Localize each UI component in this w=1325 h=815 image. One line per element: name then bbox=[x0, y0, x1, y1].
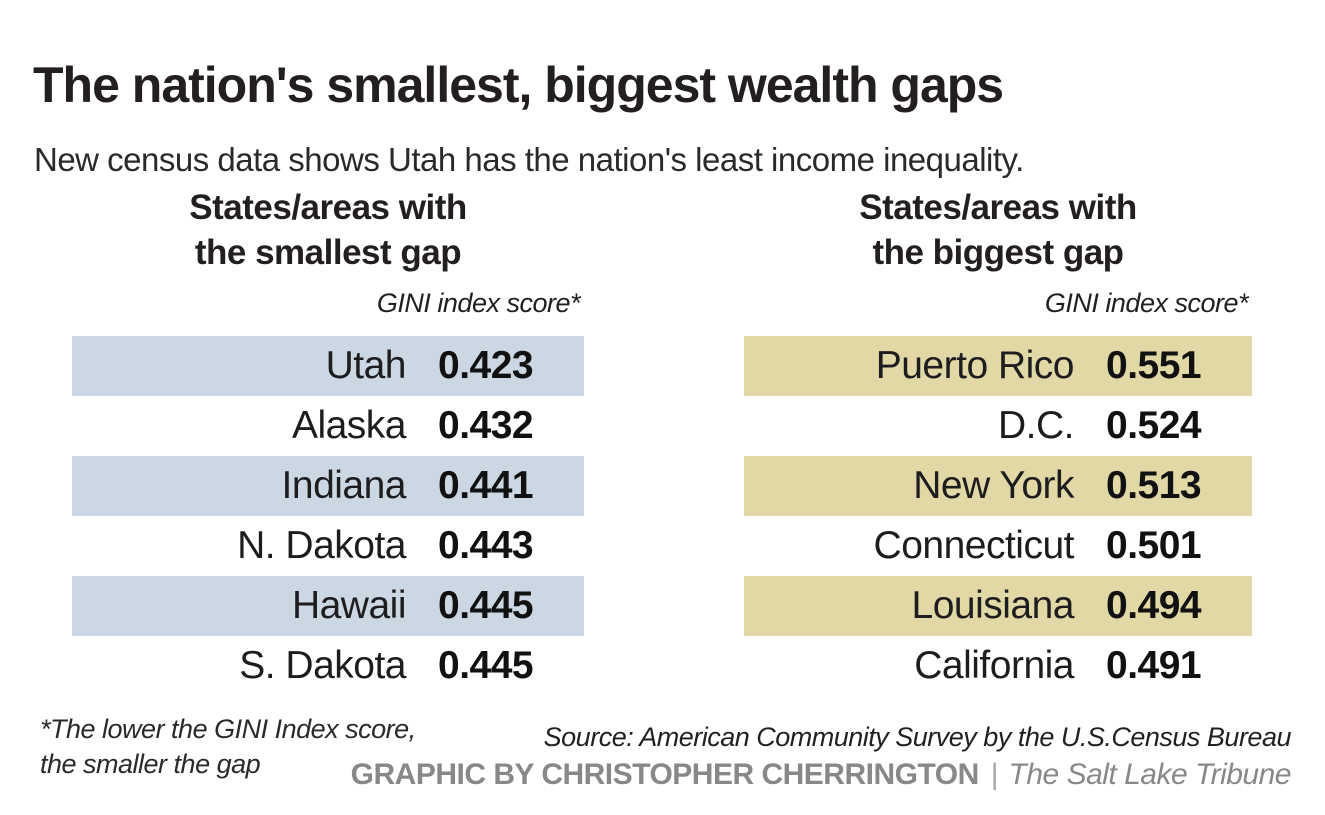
table-row: New York 0.513 bbox=[744, 455, 1252, 516]
state-name: Connecticut bbox=[873, 523, 1075, 567]
table-row: D.C. 0.524 bbox=[744, 396, 1252, 456]
table-row: Connecticut 0.501 bbox=[744, 516, 1252, 576]
page-subtitle: New census data shows Utah has the natio… bbox=[34, 141, 1024, 178]
state-name: Utah bbox=[325, 343, 407, 387]
heading-line-2: the smallest gap bbox=[194, 232, 462, 272]
table-row: California 0.491 bbox=[744, 636, 1252, 696]
gini-score: 0.494 bbox=[1106, 583, 1202, 627]
gini-score: 0.441 bbox=[438, 463, 534, 507]
state-name: Puerto Rico bbox=[875, 343, 1075, 387]
heading-line-2: the biggest gap bbox=[872, 232, 1124, 272]
table-row: S. Dakota 0.445 bbox=[72, 636, 584, 696]
table-row: N. Dakota 0.443 bbox=[72, 516, 584, 576]
smallest-gap-rows: Utah 0.423 Alaska 0.432 Indiana 0.441 N.… bbox=[72, 335, 584, 696]
gini-score: 0.445 bbox=[438, 643, 534, 687]
credit-line: GRAPHIC BY CHRISTOPHER CHERRINGTON | The S… bbox=[350, 758, 1292, 792]
gini-score-label: GINI index score* bbox=[376, 287, 581, 318]
heading-line-1: States/areas with bbox=[859, 188, 1137, 227]
smallest-gap-heading: States/areas with the smallest gap bbox=[72, 186, 584, 276]
gini-score: 0.445 bbox=[438, 583, 534, 627]
source-attribution: Source: American Community Survey by the… bbox=[543, 722, 1292, 752]
footnote-line-1: *The lower the GINI Index score, bbox=[40, 714, 416, 744]
gini-score: 0.423 bbox=[438, 343, 534, 387]
table-row: Puerto Rico 0.551 bbox=[744, 335, 1252, 396]
gini-score: 0.443 bbox=[438, 523, 534, 567]
publication-name: The Salt Lake Tribune bbox=[1008, 758, 1292, 791]
table-row: Utah 0.423 bbox=[72, 335, 584, 396]
state-name: Hawaii bbox=[291, 583, 407, 627]
smallest-gap-table: States/areas with the smallest gap GINI … bbox=[72, 186, 584, 696]
state-name: S. Dakota bbox=[239, 643, 406, 687]
gini-score: 0.501 bbox=[1106, 523, 1202, 567]
state-name: Alaska bbox=[291, 403, 407, 447]
table-row: Louisiana 0.494 bbox=[744, 575, 1252, 636]
state-name: New York bbox=[913, 463, 1074, 507]
biggest-gap-table: States/areas with the biggest gap GINI i… bbox=[744, 186, 1252, 696]
gini-score: 0.432 bbox=[438, 403, 534, 447]
graphic-credit: GRAPHIC BY CHRISTOPHER CHERRINGTON bbox=[350, 758, 980, 791]
state-name: D.C. bbox=[998, 403, 1075, 447]
biggest-gap-heading: States/areas with the biggest gap bbox=[744, 186, 1252, 276]
gini-score: 0.513 bbox=[1106, 463, 1202, 507]
page-title: The nation's smallest, biggest wealth ga… bbox=[33, 56, 1004, 113]
table-row: Indiana 0.441 bbox=[72, 455, 584, 516]
gini-score: 0.491 bbox=[1106, 643, 1202, 687]
gini-score-label: GINI index score* bbox=[1044, 287, 1249, 318]
heading-line-1: States/areas with bbox=[189, 188, 467, 227]
biggest-gap-rows: Puerto Rico 0.551 D.C. 0.524 New York 0.… bbox=[744, 335, 1252, 696]
table-row: Alaska 0.432 bbox=[72, 396, 584, 456]
gini-score: 0.524 bbox=[1106, 403, 1202, 447]
gini-score: 0.551 bbox=[1106, 343, 1202, 387]
gini-footnote: *The lower the GINI Index score, the sma… bbox=[40, 712, 416, 782]
state-name: Louisiana bbox=[911, 583, 1075, 627]
state-name: California bbox=[914, 643, 1074, 687]
state-name: Indiana bbox=[281, 463, 407, 507]
state-name: N. Dakota bbox=[237, 523, 406, 567]
credit-separator: | bbox=[990, 758, 999, 791]
table-row: Hawaii 0.445 bbox=[72, 575, 584, 636]
footnote-line-2: the smaller the gap bbox=[40, 749, 261, 780]
